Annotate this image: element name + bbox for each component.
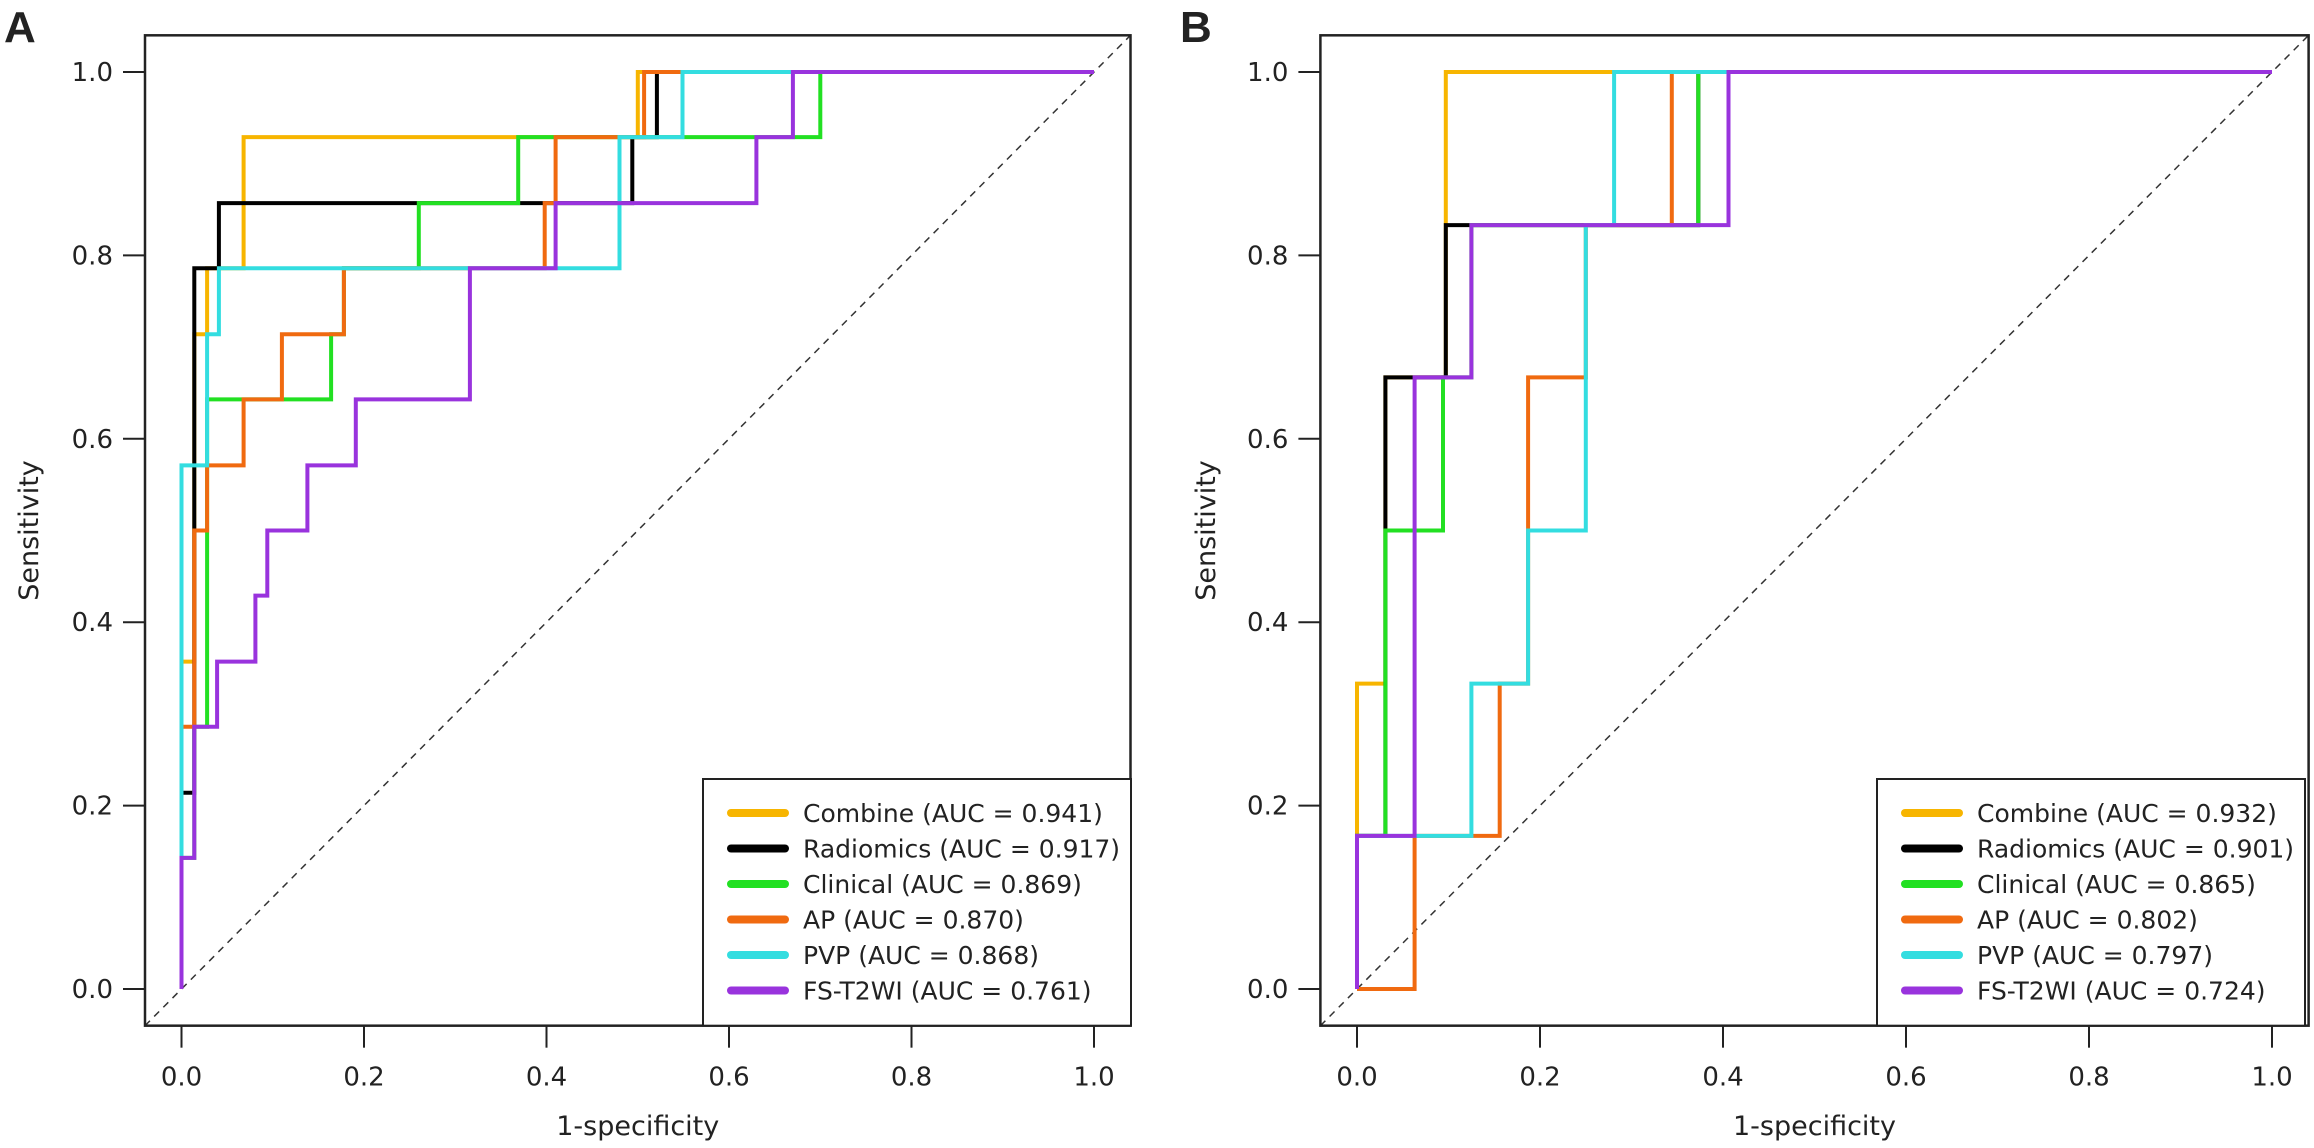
plot-frame bbox=[1319, 34, 2310, 1027]
y-tick-label: 0.8 bbox=[1247, 241, 1288, 271]
plot-frame bbox=[143, 34, 1132, 1027]
legend-box bbox=[1876, 778, 2306, 1027]
legend-entry: PVP (AUC = 0.868) bbox=[803, 941, 1039, 970]
x-tick-label: 0.6 bbox=[708, 1063, 749, 1093]
y-tick-label: 1.0 bbox=[1247, 58, 1288, 88]
panel-label: A bbox=[4, 3, 36, 52]
x-tick-label: 0.4 bbox=[1702, 1063, 1743, 1093]
y-tick-label: 0.4 bbox=[72, 608, 113, 638]
y-tick-label: 0.4 bbox=[1247, 608, 1288, 638]
legend: Combine (AUC = 0.941) Radiomics (AUC = 0.… bbox=[702, 778, 1132, 1027]
y-axis-label: Sensitivity bbox=[14, 460, 45, 601]
legend-entry: Combine (AUC = 0.932) bbox=[1977, 799, 2277, 828]
legend-entry: Clinical (AUC = 0.865) bbox=[1977, 870, 2256, 899]
x-tick-label: 0.2 bbox=[1519, 1063, 1560, 1093]
x-tick-label: 0.8 bbox=[891, 1063, 932, 1093]
y-tick-label: 1.0 bbox=[72, 58, 113, 88]
roc-curve-fs-t2wi bbox=[179, 70, 1094, 989]
y-tick-label: 0.0 bbox=[1247, 975, 1288, 1005]
x-tick-label: 1.0 bbox=[1073, 1063, 1114, 1093]
roc-curve-fs-t2wi bbox=[1355, 70, 2272, 989]
legend-entry: PVP (AUC = 0.797) bbox=[1977, 941, 2213, 970]
x-tick-label: 0.0 bbox=[1336, 1063, 1377, 1093]
panel-label: B bbox=[1180, 3, 1212, 52]
y-tick-label: 0.2 bbox=[1247, 792, 1288, 822]
x-tick-label: 0.6 bbox=[1885, 1063, 1926, 1093]
legend: Combine (AUC = 0.932) Radiomics (AUC = 0.… bbox=[1876, 778, 2306, 1027]
legend-box bbox=[702, 778, 1132, 1027]
x-axis-label: 1-specificity bbox=[556, 1111, 719, 1142]
y-tick-label: 0.6 bbox=[72, 425, 113, 455]
roc-curve-ap bbox=[179, 70, 1094, 989]
legend-entry: Radiomics (AUC = 0.901) bbox=[1977, 835, 2294, 864]
y-tick-label: 0.8 bbox=[72, 241, 113, 271]
y-tick-label: 0.0 bbox=[72, 975, 113, 1005]
y-axis-label: Sensitivity bbox=[1191, 460, 1222, 601]
roc-panel-a: 0.0 0.2 0.4 0.6 0.8 1.0 0.0 0.2 0.4 0.6 0.8 1.0 1-sp… bbox=[4, 3, 1132, 1142]
x-tick-label: 0.8 bbox=[2068, 1063, 2109, 1093]
legend-entry: AP (AUC = 0.802) bbox=[1977, 906, 2198, 935]
roc-curve-pvp bbox=[1355, 70, 2272, 989]
legend-entry: FS-T2WI (AUC = 0.761) bbox=[803, 977, 1092, 1006]
x-tick-label: 1.0 bbox=[2251, 1063, 2292, 1093]
y-tick-label: 0.6 bbox=[1247, 425, 1288, 455]
legend-entry: Clinical (AUC = 0.869) bbox=[803, 870, 1082, 899]
legend-entry: AP (AUC = 0.870) bbox=[803, 906, 1024, 935]
x-tick-label: 0.0 bbox=[161, 1063, 202, 1093]
legend-entry: Combine (AUC = 0.941) bbox=[803, 799, 1103, 828]
x-tick-label: 0.4 bbox=[526, 1063, 567, 1093]
roc-curve-radiomics bbox=[179, 70, 1094, 989]
legend-entry: FS-T2WI (AUC = 0.724) bbox=[1977, 977, 2266, 1006]
legend-entry: Radiomics (AUC = 0.917) bbox=[803, 835, 1120, 864]
y-tick-label: 0.2 bbox=[72, 792, 113, 822]
x-tick-label: 0.2 bbox=[343, 1063, 384, 1093]
roc-panel-b: 0.0 0.2 0.4 0.6 0.8 1.0 0.0 0.2 0.4 0.6 0.8 1.0 1-sp… bbox=[1180, 3, 2310, 1142]
roc-curve-pvp bbox=[179, 70, 1094, 989]
x-axis-label: 1-specificity bbox=[1733, 1111, 1896, 1142]
